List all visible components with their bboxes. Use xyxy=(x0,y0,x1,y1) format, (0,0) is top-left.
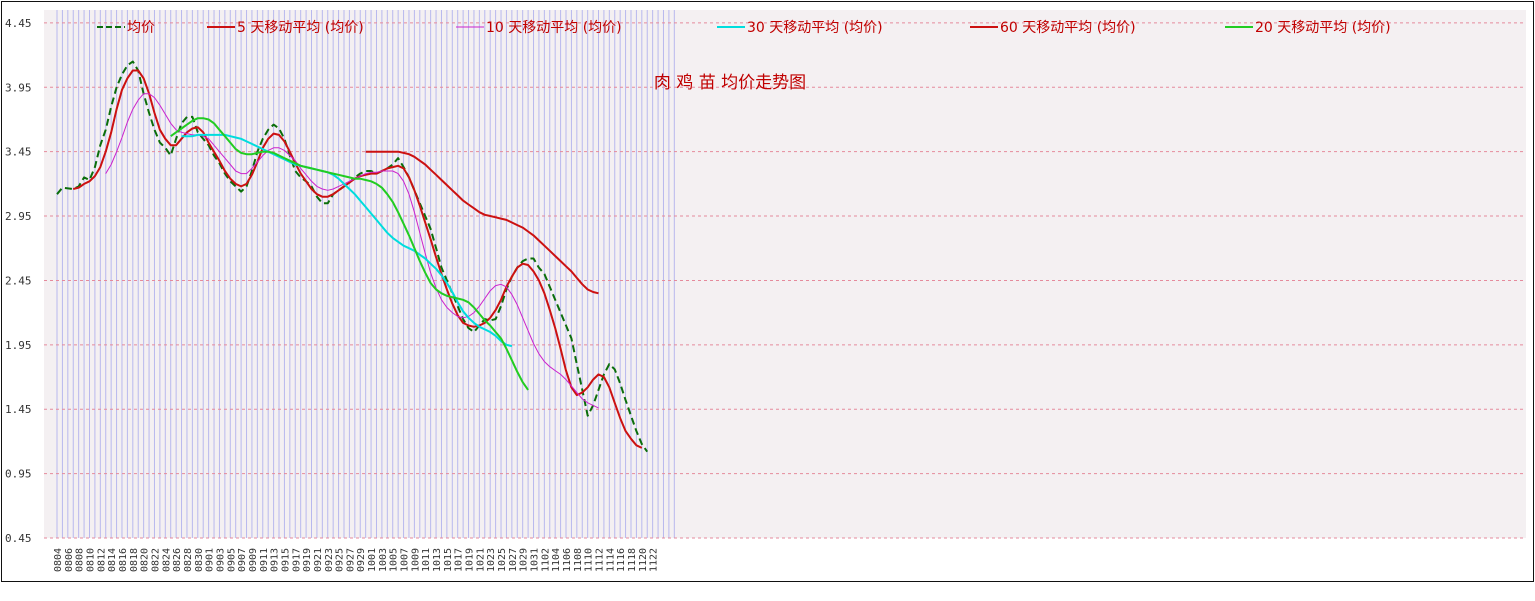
x-tick-label: 1009 xyxy=(410,548,421,572)
x-tick-label: 0814 xyxy=(107,548,118,572)
x-tick-label: 0901 xyxy=(205,548,216,572)
x-tick-label: 1106 xyxy=(562,548,573,572)
series-line-2 xyxy=(105,93,599,409)
chart-frame xyxy=(1,1,1534,582)
legend-label-1: 5 天移动平均 (均价) xyxy=(237,20,364,36)
y-tick-label: 4.45 xyxy=(5,17,32,30)
x-tick-label: 1112 xyxy=(595,548,606,572)
x-tick-label: 0921 xyxy=(313,548,324,572)
x-tick-label: 0816 xyxy=(118,548,129,572)
legend-label-3: 30 天移动平均 (均价) xyxy=(747,20,883,36)
y-tick-label: 3.45 xyxy=(5,146,32,159)
x-tick-label: 0820 xyxy=(140,548,151,572)
y-tick-label: 2.95 xyxy=(5,210,32,223)
x-tick-label: 0812 xyxy=(96,548,107,572)
x-tick-label: 1120 xyxy=(638,548,649,572)
legend-label-5: 20 天移动平均 (均价) xyxy=(1255,20,1391,36)
x-tick-label: 0822 xyxy=(150,548,161,572)
x-tick-label: 1102 xyxy=(540,548,551,572)
y-tick-label: 1.95 xyxy=(5,339,32,352)
y-tick-label: 0.95 xyxy=(5,468,32,481)
series-line-0 xyxy=(56,60,649,453)
x-tick-label: 1017 xyxy=(454,548,465,572)
x-tick-label: 1003 xyxy=(378,548,389,572)
x-tick-label: 0808 xyxy=(75,548,86,572)
x-tick-label: 1025 xyxy=(497,548,508,572)
x-tick-label: 0826 xyxy=(172,548,183,572)
x-tick-label: 1118 xyxy=(627,548,638,572)
x-tick-label: 0828 xyxy=(183,548,194,572)
x-tick-label: 0925 xyxy=(335,548,346,572)
y-tick-label: 0.45 xyxy=(5,532,32,545)
x-tick-label: 1013 xyxy=(432,548,443,572)
x-tick-label: 0927 xyxy=(345,548,356,572)
legend: 均价 5 天移动平均 (均价) 10 天移动平均 (均价) 30 天移动平均 (均价)… xyxy=(97,20,1391,36)
series-group xyxy=(56,60,649,453)
x-tick-label: 0818 xyxy=(129,548,140,572)
legend-label-2: 10 天移动平均 (均价) xyxy=(486,20,622,36)
x-tick-label: 1007 xyxy=(400,548,411,572)
chart-title: 肉 鸡 苗 均价走势图 xyxy=(654,73,806,93)
x-tick-label: 0810 xyxy=(85,548,96,572)
series-line-5 xyxy=(170,117,529,391)
x-tick-label: 0806 xyxy=(64,548,75,572)
x-tick-label: 1001 xyxy=(367,548,378,572)
x-tick-label: 0923 xyxy=(324,548,335,572)
x-tick-label: 0907 xyxy=(237,548,248,572)
x-tick-label: 1116 xyxy=(616,548,627,572)
x-tick-label: 1019 xyxy=(465,548,476,572)
legend-label-0: 均价 xyxy=(127,20,155,36)
x-tick-label: 0915 xyxy=(280,548,291,572)
y-tick-label: 3.95 xyxy=(5,81,32,94)
x-tick-label: 1122 xyxy=(649,548,660,572)
x-tick-label: 1110 xyxy=(584,548,595,572)
x-tick-label: 0824 xyxy=(161,548,172,572)
x-tick-label: 1021 xyxy=(475,548,486,572)
x-tick-label: 0830 xyxy=(194,548,205,572)
x-tick-label: 1015 xyxy=(443,548,454,572)
x-tick-label: 0909 xyxy=(248,548,259,572)
x-tick-label: 1027 xyxy=(508,548,519,572)
x-tick-label: 0905 xyxy=(226,548,237,572)
x-tick-label: 1031 xyxy=(530,548,541,572)
x-tick-label: 1114 xyxy=(605,548,616,572)
x-tick-label: 1005 xyxy=(389,548,400,572)
x-tick-label: 0929 xyxy=(356,548,367,572)
plot-area xyxy=(44,10,1526,538)
x-tick-label: 0911 xyxy=(259,548,270,572)
x-tick-label: 1029 xyxy=(519,548,530,572)
y-tick-label: 2.45 xyxy=(5,274,32,287)
x-tick-label: 1108 xyxy=(573,548,584,572)
x-tick-label: 0917 xyxy=(291,548,302,572)
x-tick-label: 1023 xyxy=(486,548,497,572)
x-tick-label: 1104 xyxy=(551,548,562,572)
legend-label-4: 60 天移动平均 (均价) xyxy=(1000,20,1136,36)
x-tick-label: 0903 xyxy=(215,548,226,572)
y-axis: 4.45 3.95 3.45 2.95 2.45 1.95 1.45 0.95 0.45 xyxy=(5,17,32,545)
x-axis: 0804 0806 0808 0810 0812 0814 0816 0818 0820 0822… xyxy=(53,548,660,572)
series-line-4 xyxy=(365,150,599,295)
series-line-3 xyxy=(181,133,513,348)
grid xyxy=(44,10,1526,539)
y-tick-label: 1.45 xyxy=(5,403,32,416)
x-tick-label: 0804 xyxy=(53,548,64,572)
x-tick-label: 0919 xyxy=(302,548,313,572)
x-tick-label: 1011 xyxy=(421,548,432,572)
x-tick-label: 0913 xyxy=(270,548,281,572)
